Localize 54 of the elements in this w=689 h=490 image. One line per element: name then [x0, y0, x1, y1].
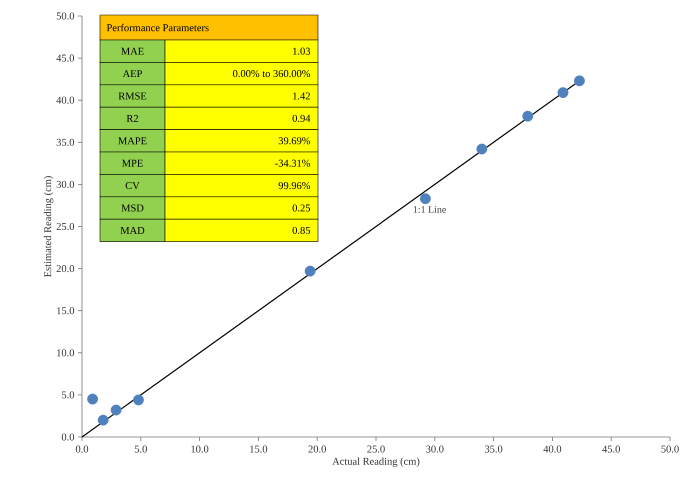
annotation: CV [126, 182, 140, 190]
x-tick-label: 35.0 [484, 446, 502, 453]
x-tick-label: 40.0 [543, 446, 562, 453]
point [98, 414, 109, 426]
x-tick-label: 0.0 [76, 446, 88, 453]
y-tick-label: 10.0 [57, 349, 74, 356]
annotation: 1.42 [293, 92, 310, 100]
annotation: 1.03 [293, 48, 310, 55]
y-tick-label: 40.0 [56, 96, 74, 104]
annotation: -34.31% [275, 160, 310, 167]
point [304, 266, 316, 277]
point [558, 87, 568, 98]
annotation: MAD [120, 226, 144, 234]
x-axis-title: Actual Reading (cm) [332, 457, 420, 467]
annotation: Performance Parameters [106, 24, 209, 32]
x-tick-label: 50.0 [661, 446, 679, 453]
x-tick-label: 15.0 [250, 446, 268, 453]
point [87, 394, 98, 405]
series-label: 1:1 Line [414, 206, 446, 213]
y-tick-label: 0.0 [62, 433, 74, 441]
y-tick-label: 45.0 [56, 54, 74, 62]
y-axis-title: Estimated Reading (cm) [44, 176, 54, 278]
annotation: AEP [122, 70, 142, 78]
y-tick-label: 30.0 [56, 180, 74, 188]
y-tick-label: 25.0 [56, 222, 74, 230]
point [133, 394, 144, 406]
point [476, 144, 488, 154]
annotation: 0.85 [292, 226, 310, 234]
point [574, 75, 585, 86]
point [110, 404, 122, 416]
annotation: MAPE [118, 137, 146, 144]
x-tick-label: 10.0 [191, 446, 208, 453]
annotation: 0.25 [292, 204, 310, 212]
y-tick-label: 5.0 [62, 391, 74, 398]
y-tick-label: 35.0 [56, 138, 74, 146]
y-tick-label: 15.0 [57, 307, 74, 314]
point [522, 110, 534, 122]
y-tick-label: 50.0 [56, 12, 74, 20]
x-tick-label: 20.0 [308, 446, 326, 453]
annotation: 39.69% [278, 137, 310, 144]
x-tick-label: 25.0 [367, 446, 385, 453]
y-tick-label: 20.0 [56, 265, 74, 272]
annotation: MAE [121, 48, 144, 55]
annotation: MPE [122, 160, 143, 167]
annotation: MSD [121, 204, 144, 212]
x-tick-label: 45.0 [602, 446, 620, 453]
annotation: R2 [126, 114, 138, 122]
annotation: 0.94 [292, 114, 310, 122]
annotation: RMSE [118, 92, 146, 100]
annotation: 99.96% [278, 182, 310, 190]
point [420, 193, 431, 204]
annotation: 0.00% to 360.00% [233, 70, 310, 78]
x-tick-label: 5.0 [134, 446, 147, 453]
x-tick-label: 30.0 [426, 446, 444, 453]
